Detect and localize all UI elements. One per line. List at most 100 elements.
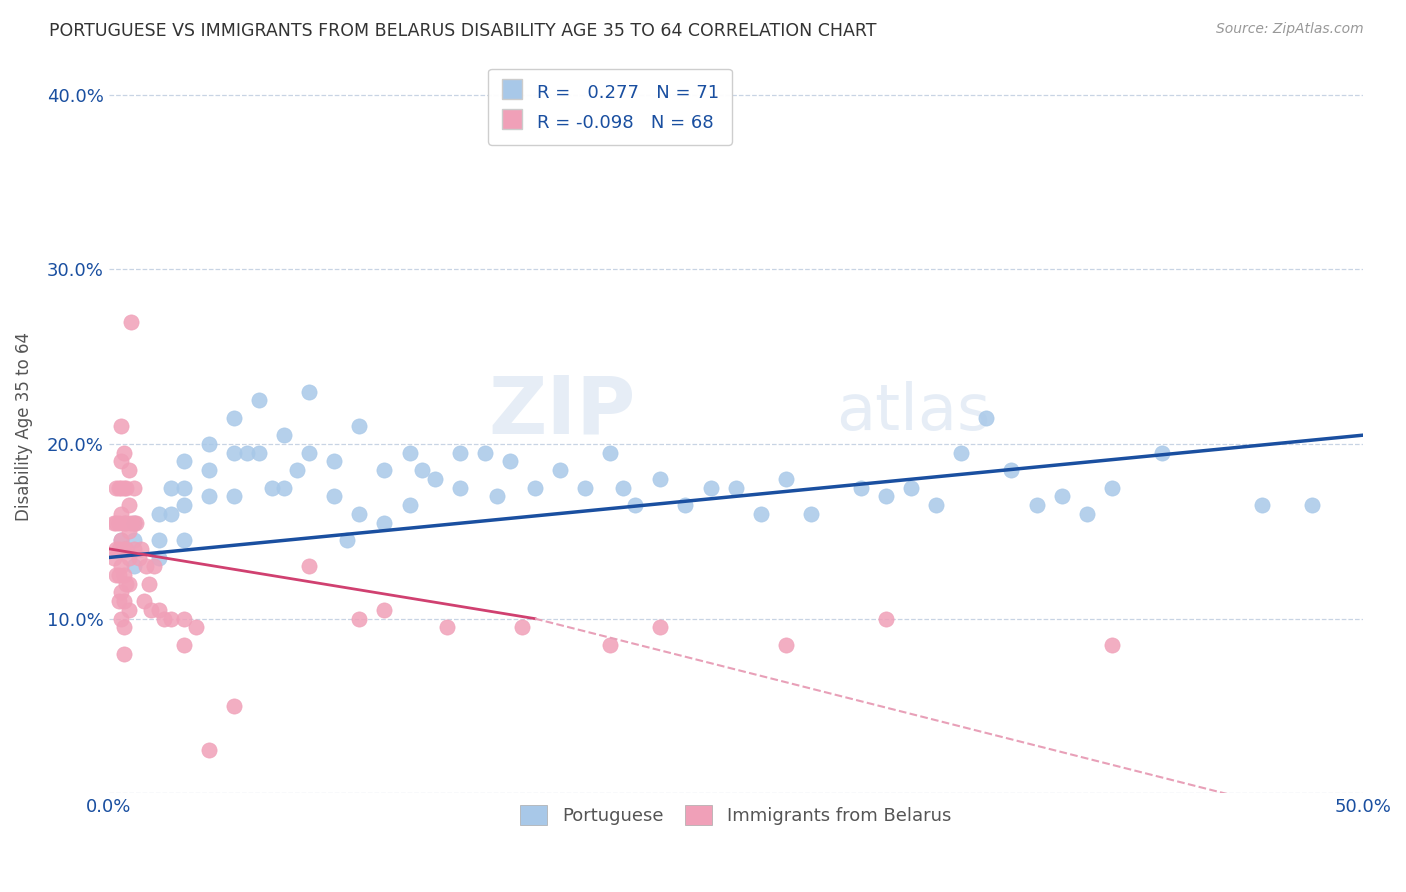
Y-axis label: Disability Age 35 to 64: Disability Age 35 to 64 xyxy=(15,332,32,521)
Point xyxy=(1101,481,1123,495)
Point xyxy=(1101,638,1123,652)
Point xyxy=(1050,489,1073,503)
Point xyxy=(1025,498,1047,512)
Point xyxy=(449,481,471,495)
Point xyxy=(107,541,129,556)
Text: ZIP: ZIP xyxy=(488,373,636,450)
Point xyxy=(247,445,270,459)
Point xyxy=(122,516,145,530)
Point xyxy=(112,620,135,634)
Point xyxy=(148,507,170,521)
Point xyxy=(173,533,195,547)
Point xyxy=(198,437,221,451)
Point xyxy=(110,533,132,547)
Point xyxy=(222,698,245,713)
Legend: Portuguese, Immigrants from Belarus: Portuguese, Immigrants from Belarus xyxy=(509,794,962,836)
Point xyxy=(198,489,221,503)
Point xyxy=(107,568,129,582)
Point xyxy=(115,481,138,495)
Point xyxy=(675,498,697,512)
Point xyxy=(173,498,195,512)
Point xyxy=(122,516,145,530)
Point xyxy=(323,489,346,503)
Point xyxy=(118,498,141,512)
Point xyxy=(122,481,145,495)
Point xyxy=(273,428,295,442)
Point xyxy=(800,507,823,521)
Point xyxy=(173,638,195,652)
Point xyxy=(612,481,634,495)
Point xyxy=(115,516,138,530)
Point xyxy=(436,620,458,634)
Point xyxy=(398,498,420,512)
Point xyxy=(349,419,371,434)
Point xyxy=(423,472,446,486)
Point xyxy=(105,481,128,495)
Point xyxy=(849,481,872,495)
Point xyxy=(1000,463,1022,477)
Point xyxy=(112,568,135,582)
Point xyxy=(112,481,135,495)
Point xyxy=(132,594,155,608)
Point xyxy=(110,585,132,599)
Point xyxy=(624,498,647,512)
Point xyxy=(323,454,346,468)
Point xyxy=(349,507,371,521)
Point xyxy=(120,516,142,530)
Point xyxy=(112,541,135,556)
Point xyxy=(173,481,195,495)
Point xyxy=(112,445,135,459)
Point xyxy=(110,612,132,626)
Point xyxy=(103,550,125,565)
Point xyxy=(122,559,145,574)
Point xyxy=(112,647,135,661)
Point xyxy=(105,541,128,556)
Point xyxy=(110,533,132,547)
Point xyxy=(449,445,471,459)
Point xyxy=(138,576,160,591)
Point xyxy=(222,489,245,503)
Point xyxy=(976,410,998,425)
Point xyxy=(110,559,132,574)
Point xyxy=(724,481,747,495)
Point xyxy=(152,612,174,626)
Point xyxy=(273,481,295,495)
Point xyxy=(107,481,129,495)
Point xyxy=(1150,445,1173,459)
Text: atlas: atlas xyxy=(837,381,990,442)
Point xyxy=(599,445,621,459)
Point xyxy=(129,541,152,556)
Point xyxy=(118,550,141,565)
Point xyxy=(574,481,596,495)
Point xyxy=(749,507,772,521)
Point xyxy=(118,603,141,617)
Point xyxy=(110,454,132,468)
Point xyxy=(105,516,128,530)
Point xyxy=(141,603,163,617)
Point xyxy=(599,638,621,652)
Point xyxy=(298,559,321,574)
Point xyxy=(336,533,359,547)
Point xyxy=(373,603,395,617)
Point xyxy=(160,612,183,626)
Point xyxy=(900,481,922,495)
Point xyxy=(112,594,135,608)
Point xyxy=(122,533,145,547)
Point xyxy=(349,612,371,626)
Point xyxy=(112,516,135,530)
Point xyxy=(373,463,395,477)
Point xyxy=(512,620,534,634)
Point xyxy=(186,620,208,634)
Text: PORTUGUESE VS IMMIGRANTS FROM BELARUS DISABILITY AGE 35 TO 64 CORRELATION CHART: PORTUGUESE VS IMMIGRANTS FROM BELARUS DI… xyxy=(49,22,877,40)
Point xyxy=(115,541,138,556)
Point xyxy=(775,472,797,486)
Point xyxy=(110,507,132,521)
Point xyxy=(125,516,148,530)
Point xyxy=(523,481,546,495)
Point xyxy=(135,559,157,574)
Point xyxy=(118,576,141,591)
Point xyxy=(105,568,128,582)
Point xyxy=(107,594,129,608)
Point xyxy=(122,541,145,556)
Point xyxy=(160,507,183,521)
